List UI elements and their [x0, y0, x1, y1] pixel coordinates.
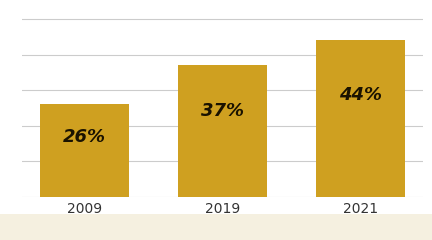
Text: 26%: 26%: [63, 128, 106, 146]
Bar: [315, 40, 405, 197]
Text: 37%: 37%: [201, 102, 244, 120]
Bar: [178, 65, 267, 197]
Bar: [40, 104, 130, 197]
Text: 44%: 44%: [339, 86, 382, 104]
